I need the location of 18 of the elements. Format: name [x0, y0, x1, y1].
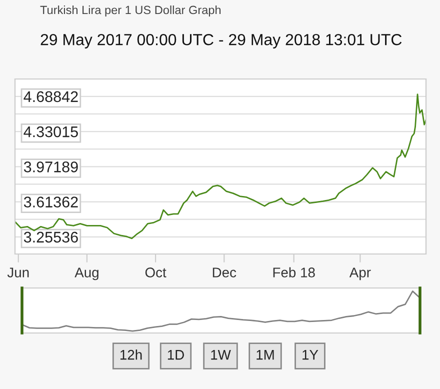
- chart-subtitle: 29 May 2017 00:00 UTC - 29 May 2018 13:01 UTC: [40, 34, 402, 48]
- x-tick-label: Oct: [145, 268, 166, 278]
- x-tick-label: Feb 18: [273, 267, 315, 278]
- y-tick-label: 3.97189: [24, 162, 78, 172]
- y-tick-label: 4.68842: [24, 91, 78, 102]
- x-tick-label: Apr: [349, 268, 371, 280]
- text: 1W: [211, 350, 231, 360]
- chart-title: Turkish Lira per 1 US Dollar Graph: [40, 6, 221, 16]
- y-tick-label: 3.25536: [24, 232, 78, 243]
- text: 12h: [120, 350, 142, 360]
- text: 1M: [256, 350, 274, 360]
- x-tick-label: Aug: [74, 268, 98, 280]
- y-tick-label: 3.61362: [24, 196, 78, 208]
- text: 1D: [168, 350, 184, 360]
- x-tick-label: Jun: [7, 268, 29, 278]
- y-tick-label: 4.33015: [24, 126, 78, 138]
- text: 1Y: [302, 350, 318, 360]
- x-tick-label: Dec: [212, 268, 236, 278]
